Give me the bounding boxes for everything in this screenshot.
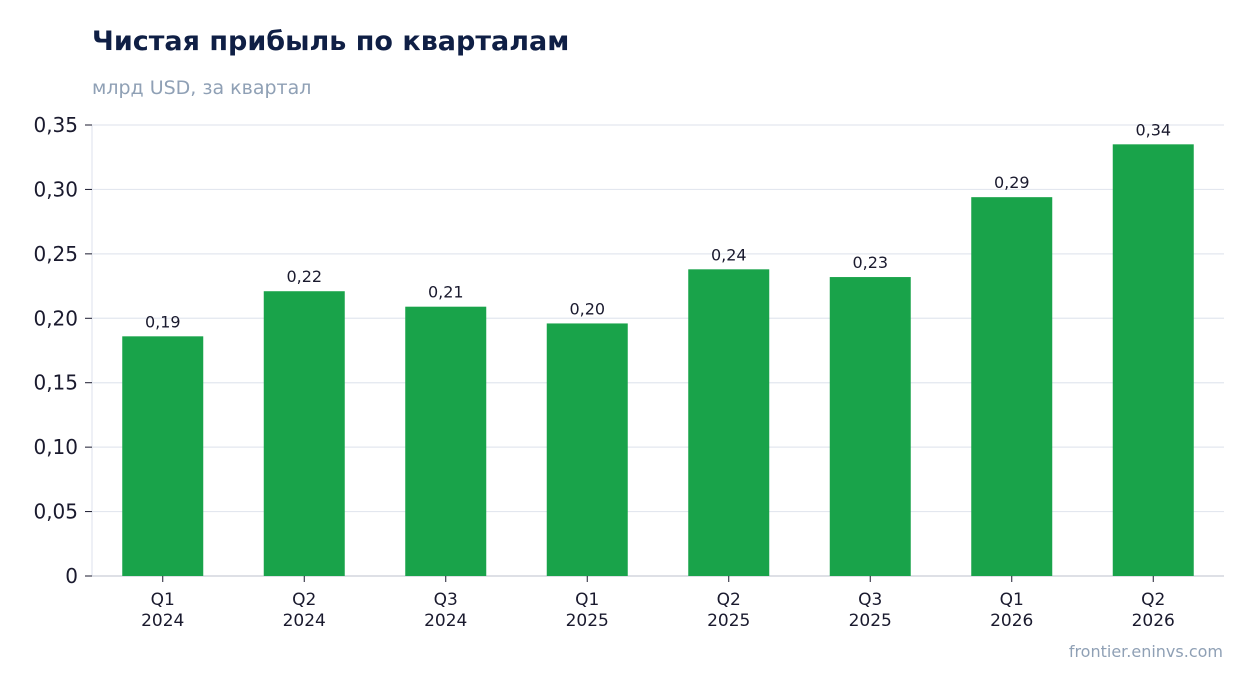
y-tick-label: 0,15 [33, 371, 78, 395]
grid-lines [92, 124, 1224, 513]
data-label: 0,22 [286, 267, 322, 286]
data-label: 0,21 [428, 283, 464, 302]
chart-subtitle: млрд USD, за квартал [92, 77, 312, 99]
x-tick-label: Q1 2026 [990, 590, 1033, 631]
x-tick-label: Q2 2024 [283, 590, 326, 631]
x-tick-label: Q2 2025 [707, 590, 750, 631]
data-label: 0,19 [145, 312, 181, 331]
bar [263, 291, 345, 576]
x-tick-label: Q2 2026 [1132, 590, 1175, 631]
bar [546, 323, 628, 576]
y-tick-label: 0,30 [33, 177, 78, 201]
bar [1112, 144, 1194, 577]
x-tick-label: Q1 2024 [141, 590, 184, 631]
y-tick-label: 0 [65, 564, 78, 588]
y-tick-label: 0,25 [33, 242, 78, 266]
bar [122, 336, 204, 576]
source-watermark: frontier.eninvs.com [1068, 642, 1223, 661]
y-tick-label: 0,20 [33, 306, 78, 330]
data-labels: 0,19 0,22 0,21 0,20 0,24 0,23 0,29 0,34 [145, 120, 1171, 331]
y-tick-label: 0,05 [33, 500, 78, 524]
bar [405, 306, 487, 576]
x-tick-label: Q1 2025 [566, 590, 609, 631]
y-tick-label: 0,35 [33, 113, 78, 137]
bar [829, 277, 911, 576]
y-axis-ticks: 0 0,05 0,10 0,15 0,20 0,25 0,30 0,35 [33, 113, 92, 588]
data-label: 0,20 [569, 299, 605, 318]
x-tick-label: Q3 2025 [849, 590, 892, 631]
x-tick-label: Q3 2024 [424, 590, 467, 631]
data-label: 0,24 [711, 245, 747, 264]
bar [971, 197, 1053, 576]
data-label: 0,23 [852, 253, 888, 272]
y-tick-label: 0,10 [33, 435, 78, 459]
bar [688, 269, 770, 576]
data-label: 0,29 [994, 173, 1030, 192]
axes [91, 125, 1224, 577]
bars [122, 144, 1194, 577]
x-axis-ticks: Q1 2024 Q2 2024 Q3 2024 Q1 2025 Q2 2025 Q3 2025 Q1 20… [141, 576, 1175, 631]
data-label: 0,34 [1135, 120, 1171, 139]
chart-title: Чистая прибыль по кварталам [92, 26, 570, 57]
